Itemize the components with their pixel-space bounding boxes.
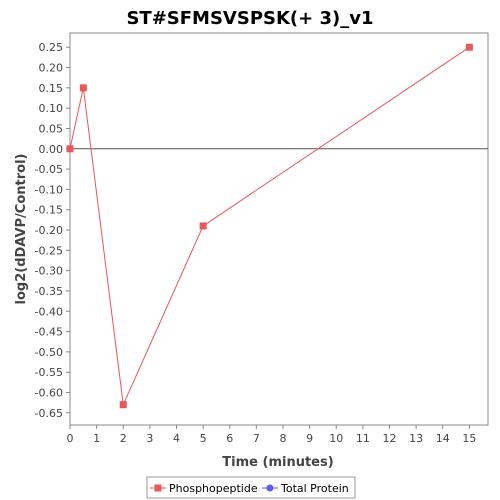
- data-point-phosphopeptide: [466, 44, 473, 51]
- x-tick-label: 8: [279, 432, 286, 445]
- x-tick-label: 15: [462, 432, 476, 445]
- y-tick-label: 0.05: [39, 122, 64, 135]
- data-point-phosphopeptide: [67, 145, 74, 152]
- y-tick-label: -0.40: [35, 305, 63, 318]
- x-tick-label: 12: [382, 432, 396, 445]
- y-axis-label: log2(dDAVP/Control): [14, 154, 29, 305]
- x-tick-label: 3: [146, 432, 153, 445]
- legend: Phosphopeptide Total Protein: [147, 477, 355, 498]
- legend-label-phosphopeptide: Phosphopeptide: [169, 482, 258, 495]
- y-tick-label: -0.50: [35, 346, 63, 359]
- legend-marker-phosphopeptide: [155, 485, 162, 492]
- data-point-phosphopeptide: [80, 84, 87, 91]
- x-tick-label: 9: [306, 432, 313, 445]
- y-tick-label: -0.45: [35, 326, 63, 339]
- y-tick-label: -0.10: [35, 183, 63, 196]
- y-tick-label: -0.65: [35, 407, 63, 420]
- y-tick-label: -0.30: [35, 265, 63, 278]
- data-point-phosphopeptide: [200, 222, 207, 229]
- y-tick-label: -0.15: [35, 204, 63, 217]
- legend-marker-total-protein: [267, 485, 274, 492]
- y-tick-label: 0.00: [39, 143, 64, 156]
- y-tick-label: -0.55: [35, 366, 63, 379]
- chart-title: ST#SFMSVSPSK(+ 3)_v1: [126, 8, 373, 29]
- data-point-phosphopeptide: [120, 401, 127, 408]
- x-tick-label: 10: [329, 432, 343, 445]
- y-tick-label: -0.20: [35, 224, 63, 237]
- y-tick-label: -0.05: [35, 163, 63, 176]
- x-tick-label: 11: [356, 432, 370, 445]
- x-tick-label: 2: [120, 432, 127, 445]
- x-axis: 0 1 2 3 4 5 6 7 8 9 10 11 12 13 14 15: [67, 425, 477, 445]
- x-tick-label: 6: [226, 432, 233, 445]
- x-axis-label: Time (minutes): [222, 455, 333, 470]
- y-tick-label: 0.10: [39, 102, 64, 115]
- x-tick-label: 7: [253, 432, 260, 445]
- plot-area: [70, 33, 488, 425]
- y-tick-label: -0.25: [35, 244, 63, 257]
- x-tick-label: 5: [200, 432, 207, 445]
- y-tick-label: 0.15: [39, 82, 64, 95]
- y-axis: 0.25 0.20 0.15 0.10 0.05 0.00 -0.05 -0.10 -0.15 -…: [35, 41, 70, 420]
- y-tick-label: 0.20: [39, 62, 64, 75]
- x-tick-label: 4: [173, 432, 180, 445]
- y-tick-label: -0.60: [35, 387, 63, 400]
- x-tick-label: 13: [409, 432, 423, 445]
- y-tick-label: 0.25: [39, 41, 64, 54]
- x-tick-label: 14: [436, 432, 450, 445]
- x-tick-label: 1: [93, 432, 100, 445]
- x-tick-label: 0: [67, 432, 74, 445]
- y-tick-label: -0.35: [35, 285, 63, 298]
- legend-label-total-protein: Total Protein: [280, 482, 349, 495]
